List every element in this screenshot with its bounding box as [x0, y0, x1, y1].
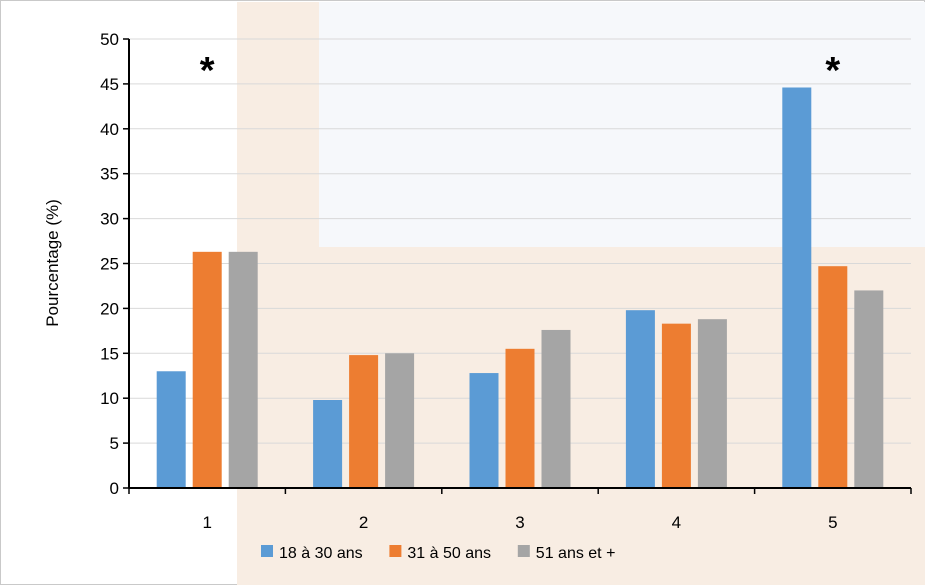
- bar: [854, 290, 884, 488]
- significance-asterisk: *: [825, 50, 840, 92]
- y-tick-label: 50: [100, 30, 119, 49]
- legend-swatch: [517, 545, 530, 557]
- axes: [123, 38, 912, 494]
- y-tick-label: 45: [100, 75, 119, 94]
- significance-asterisk: *: [200, 50, 215, 92]
- legend-label: 31 à 50 ans: [407, 545, 491, 562]
- bar: [228, 251, 258, 488]
- legend-label: 18 à 30 ans: [279, 545, 363, 562]
- background-light-panel: [319, 2, 925, 247]
- bar: [385, 353, 415, 488]
- bar: [469, 373, 499, 488]
- x-tick-label: 3: [515, 513, 524, 532]
- legend-swatch: [389, 545, 402, 557]
- y-tick-label: 30: [100, 210, 119, 229]
- annotations: * *: [200, 50, 841, 92]
- x-tick-label: 4: [672, 513, 681, 532]
- bar: [661, 323, 691, 488]
- y-tick-labels: 0 5 10 15 20 25 30 35 40 45 50: [100, 30, 119, 498]
- y-tick-label: 40: [100, 120, 119, 139]
- y-axis-label: Pourcentage (%): [43, 199, 62, 327]
- x-tick-label: 5: [828, 513, 837, 532]
- y-tick-label: 35: [100, 165, 119, 184]
- y-tick-label: 5: [110, 434, 119, 453]
- bar: [541, 329, 571, 488]
- bar: [313, 399, 343, 488]
- bar: [349, 355, 379, 488]
- y-tick-label: 20: [100, 299, 119, 318]
- bar: [818, 266, 848, 488]
- bar: [192, 251, 222, 488]
- bar: [625, 310, 655, 488]
- bar: [505, 348, 535, 488]
- legend-swatch: [261, 545, 273, 557]
- bar: [697, 319, 727, 488]
- legend-label: 51 ans et +: [536, 545, 616, 562]
- y-tick-label: 0: [110, 479, 119, 498]
- y-tick-label: 15: [100, 344, 119, 363]
- bars: [156, 87, 884, 488]
- x-tick-label: 1: [202, 513, 211, 532]
- y-tick-label: 25: [100, 255, 119, 274]
- legend: 18 à 30 ans 31 à 50 ans 51 ans et +: [261, 545, 615, 562]
- y-tick-label: 10: [100, 389, 119, 408]
- bar: [782, 87, 812, 488]
- x-tick-labels: 1 2 3 4 5: [202, 513, 837, 532]
- x-tick-label: 2: [359, 513, 368, 532]
- bar: [156, 371, 186, 488]
